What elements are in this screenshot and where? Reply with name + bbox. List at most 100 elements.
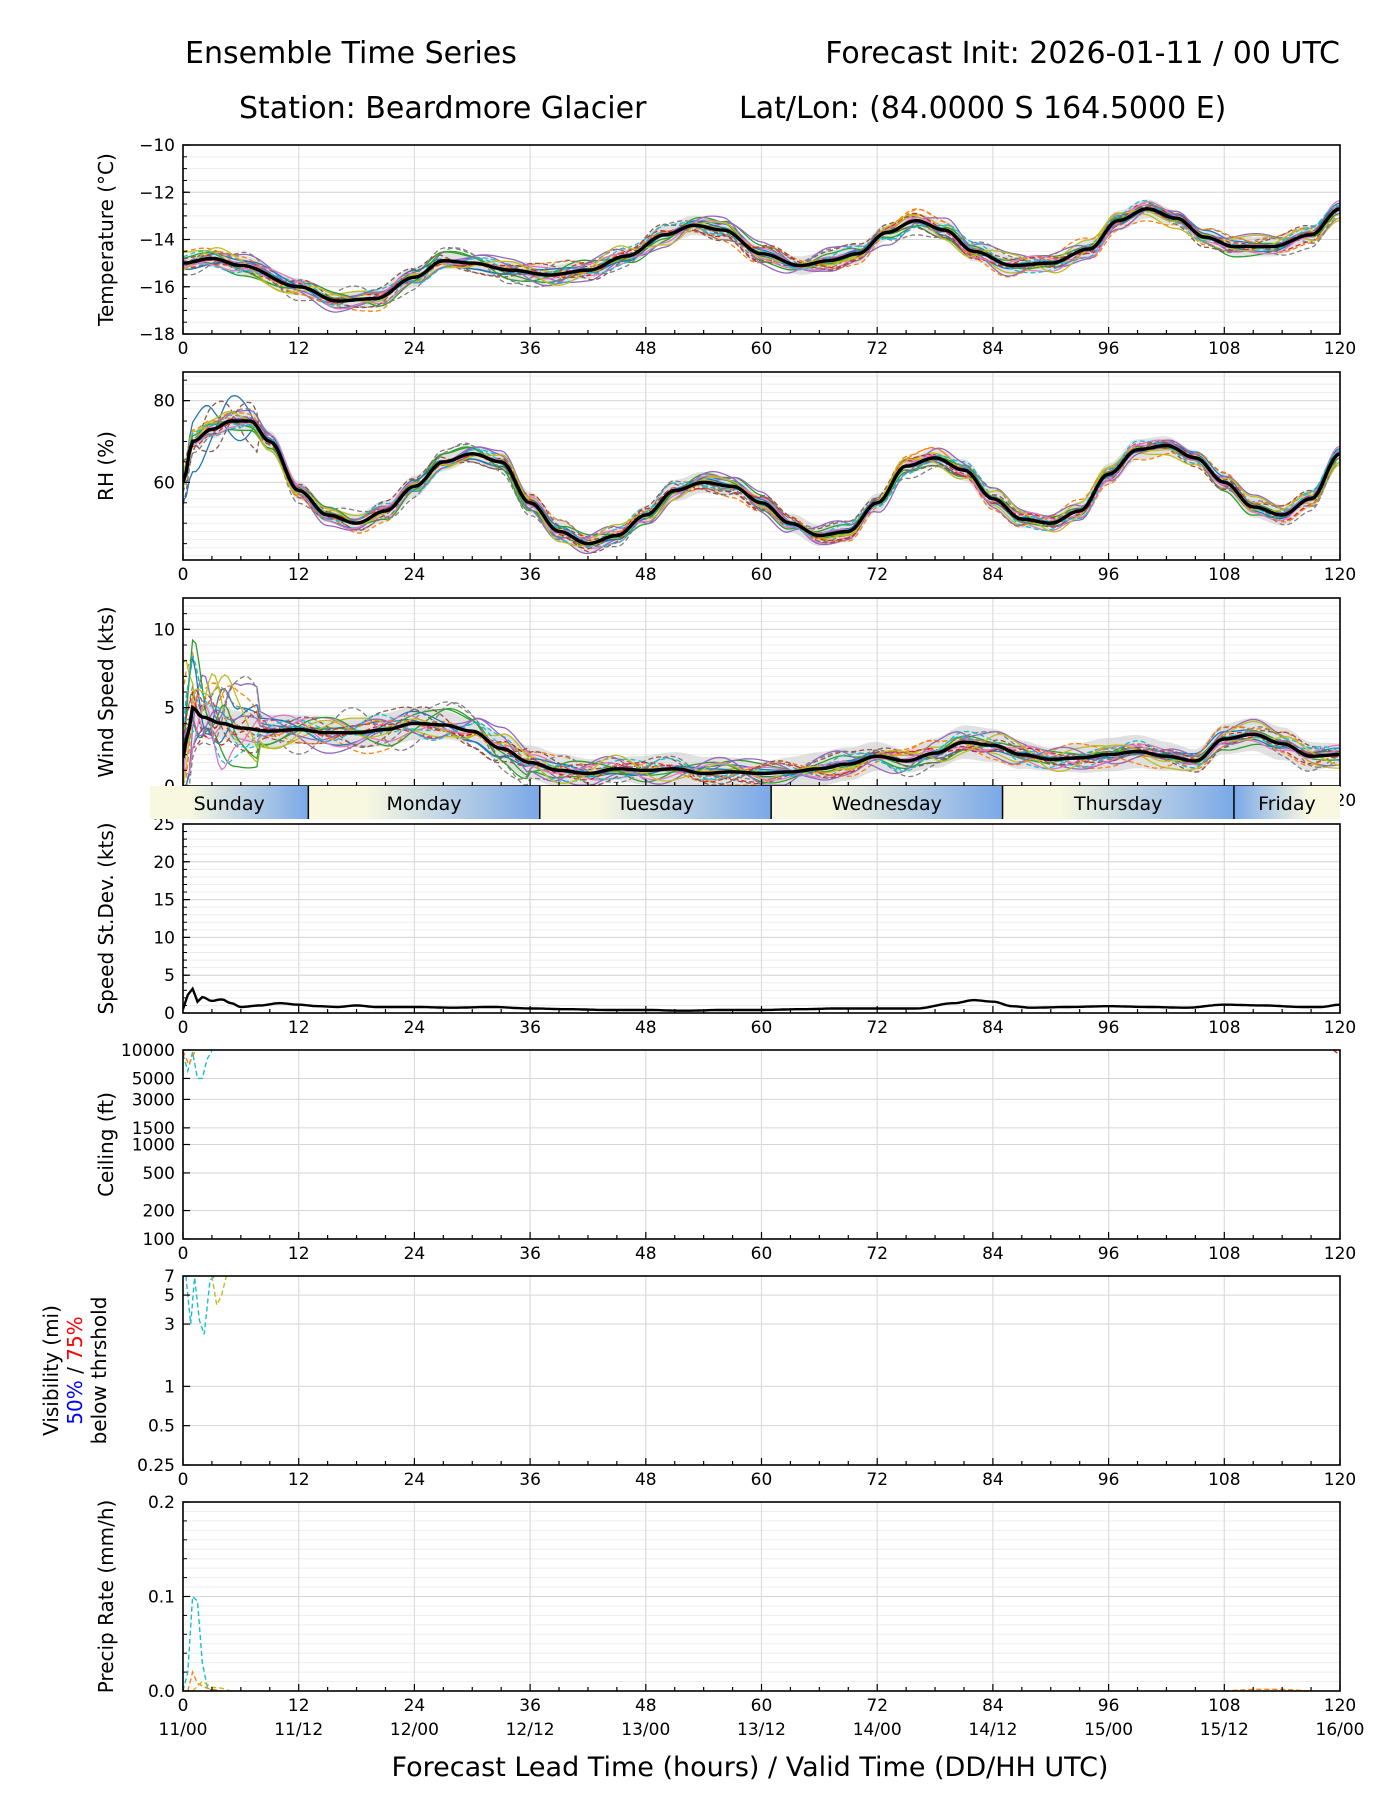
ceiling-member-2 [183,1050,196,1067]
precip-panel: 0.2 0.1 0.00 12 24 36 48 60 72 84 96 108 120 11/00 11/… [94,1493,1365,1740]
std-x-tick-label: 36 [519,1018,541,1038]
precip-x-tick-label: 36 [519,1696,541,1716]
vis-pct50-label: 50% [63,1380,87,1424]
vis-x-tick-label: 48 [635,1470,657,1490]
forecast-init: Forecast Init: 2026-01-11 / 00 UTC [825,36,1340,71]
precip-y-axis-label: Precip Rate (mm/h) [94,1500,118,1694]
lat-lon: Lat/Lon: (84.0000 S 164.5000 E) [739,91,1226,126]
temp-x-tick-label: 0 [178,339,189,359]
x-axis-label: Forecast Lead Time (hours) / Valid Time … [392,1752,1109,1783]
vis-x-tick-label: 96 [1098,1470,1120,1490]
vis-plot-area [185,1276,228,1335]
temp-member-18 [183,204,1340,303]
vis-x-tick-label: 120 [1324,1470,1356,1490]
vis-x-tick-label: 12 [288,1470,310,1490]
ceiling-plot-area [183,1050,1340,1080]
temp-y-tick-label: −16 [139,278,175,298]
precip-x-tick-label: 48 [635,1696,657,1716]
day-segment [1002,786,1234,819]
precip-member-4 [1224,1688,1312,1691]
day-label-thursday: Thursday [1073,793,1162,815]
vis-x-tick-label: 108 [1208,1470,1240,1490]
precip-member-2 [187,1669,222,1691]
vis-pct75-label: 75% [63,1316,87,1360]
rh-y-tick-label: 60 [153,473,175,493]
temp-member-8 [183,208,1340,308]
valid-time-tick-label: 13/12 [737,1720,786,1740]
ceiling-y-tick-label: 5000 [132,1069,175,1089]
valid-time-tick-label: 11/00 [159,1720,208,1740]
std-y-tick-label: 0 [164,1004,175,1024]
temp-y-axis-label: Temperature (°C) [94,153,118,327]
vis-slash-label: / [63,1361,87,1380]
ceiling-x-tick-label: 108 [1208,1244,1240,1264]
wind-panel: 105001224364860728496108120Wind Speed (k… [94,597,1356,811]
rh-x-tick-label: 72 [866,565,888,585]
day-label-friday: Friday [1258,793,1316,815]
std-panel: 25 20 15 10 5 00 12 24 36 48 60 72 84 96 108 120 Speed S… [94,815,1356,1038]
precip-x-tick-label: 108 [1208,1696,1240,1716]
wind-member-7 [183,698,1340,781]
ceiling-y-tick-label: 1000 [132,1136,175,1156]
wind-ensemble-mean [183,704,1340,776]
temp-member-19 [183,209,1340,303]
station-name: Station: Beardmore Glacier [239,91,647,126]
std-x-tick-label: 120 [1324,1018,1356,1038]
vis-below-threshold-label: below thrshold [87,1297,111,1445]
vis-y-tick-label: 1 [164,1377,175,1397]
precip-x-tick-label: 84 [982,1696,1004,1716]
ceiling-x-tick-label: 24 [404,1244,426,1264]
ceiling-x-tick-label: 72 [866,1244,888,1264]
vis-member-1 [185,1276,216,1335]
temp-x-tick-label: 12 [288,339,310,359]
temp-ensemble-mean [183,207,1340,303]
day-band: Sunday Monday Tuesday Wednesday Thursday Frid… [150,786,1340,819]
rh-member-6 [183,400,1340,541]
std-x-tick-label: 108 [1208,1018,1240,1038]
temp-x-tick-label: 84 [982,339,1004,359]
rh-y-axis-label: RH (%) [94,431,118,501]
vis-y-axis-label: Visibility (mi) [39,1305,63,1436]
std-y-tick-label: 15 [153,891,175,911]
ceiling-y-tick-label: 3000 [132,1090,175,1110]
ceiling-y-tick-label: 500 [143,1164,175,1184]
rh-member-19 [183,410,1340,547]
valid-time-tick-label: 13/00 [621,1720,670,1740]
day-label-monday: Monday [387,793,462,815]
temp-x-tick-label: 60 [751,339,773,359]
temp-y-tick-label: −18 [139,325,175,345]
temp-x-tick-label: 36 [519,339,541,359]
precip-y-tick-label: 0.1 [148,1588,175,1608]
vis-panel: 75 3 1 0.5 0.250 12 24 36 48 60 72 84 96 108 120 Visibi… [39,1267,1356,1490]
ceiling-y-tick-label: 100 [143,1230,175,1250]
ceiling-x-tick-label: 120 [1324,1244,1356,1264]
rh-x-tick-label: 60 [751,565,773,585]
ceiling-member-3 [1332,1050,1340,1056]
temp-x-tick-label: 48 [635,339,657,359]
precip-y-tick-label: 0.0 [148,1682,175,1702]
precip-x-tick-label: 0 [178,1696,189,1716]
precip-x-tick-label: 24 [404,1696,426,1716]
day-segment [308,786,540,819]
rh-x-tick-label: 48 [635,565,657,585]
wind-y-tick-label: 10 [153,620,175,640]
temp-plot-area [183,199,1340,313]
ceiling-y-tick-label: 1500 [132,1119,175,1139]
wind-member-19 [183,674,1340,786]
std-x-tick-label: 60 [751,1018,773,1038]
precip-x-tick-label: 60 [751,1696,773,1716]
temp-x-tick-label: 24 [404,339,426,359]
std-x-tick-label: 48 [635,1018,657,1038]
std-x-tick-label: 96 [1098,1018,1120,1038]
ceiling-y-tick-label: 200 [143,1202,175,1222]
ceiling-x-tick-label: 60 [751,1244,773,1264]
vis-threshold-percent-label: 50% / 75% [63,1316,87,1424]
ceiling-x-tick-label: 0 [178,1244,189,1264]
figure-title: Ensemble Time Series [185,36,517,71]
valid-time-tick-label: 14/00 [853,1720,902,1740]
std-y-tick-label: 25 [153,815,175,835]
precip-y-tick-label: 0.2 [148,1493,175,1513]
valid-time-tick-label: 12/12 [506,1720,555,1740]
rh-y-tick-label: 80 [153,392,175,412]
